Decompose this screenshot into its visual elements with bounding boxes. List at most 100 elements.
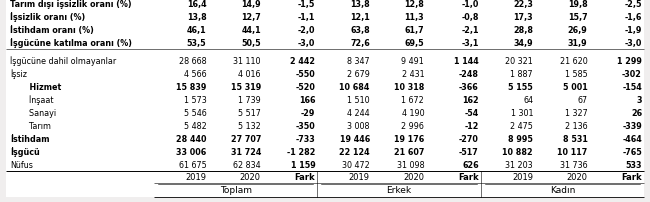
Text: Fark: Fark — [294, 173, 315, 182]
Text: 53,5: 53,5 — [187, 39, 207, 48]
Text: 1 573: 1 573 — [184, 96, 207, 104]
Text: 31 203: 31 203 — [506, 160, 533, 169]
Text: -517: -517 — [459, 147, 478, 156]
Text: 3: 3 — [636, 96, 642, 104]
Text: 26,9: 26,9 — [568, 26, 588, 35]
Text: -302: -302 — [622, 70, 642, 79]
Text: Tarım: Tarım — [24, 121, 51, 130]
Text: 1 585: 1 585 — [565, 70, 588, 79]
Text: 1 739: 1 739 — [238, 96, 261, 104]
Text: Erkek: Erkek — [387, 186, 411, 195]
Text: -270: -270 — [459, 134, 478, 143]
Text: İşsizlik oranı (%): İşsizlik oranı (%) — [10, 13, 85, 22]
Text: -1,6: -1,6 — [625, 13, 642, 22]
Text: 20 321: 20 321 — [505, 57, 533, 66]
Text: 8 995: 8 995 — [508, 134, 533, 143]
Text: 64: 64 — [523, 96, 533, 104]
Text: 3 008: 3 008 — [347, 121, 370, 130]
Text: 1 301: 1 301 — [511, 108, 533, 117]
Text: 62 834: 62 834 — [233, 160, 261, 169]
Text: 5 546: 5 546 — [184, 108, 207, 117]
Text: 5 155: 5 155 — [508, 83, 533, 92]
Text: Hizmet: Hizmet — [24, 83, 61, 92]
Text: Nüfus: Nüfus — [10, 160, 33, 169]
Text: 26: 26 — [631, 108, 642, 117]
Text: 61,7: 61,7 — [404, 26, 424, 35]
Text: 17,3: 17,3 — [514, 13, 533, 22]
Text: Sanayi: Sanayi — [24, 108, 56, 117]
Text: 28,8: 28,8 — [513, 26, 533, 35]
Text: 626: 626 — [462, 160, 478, 169]
Text: İşgücüne katılma oranı (%): İşgücüne katılma oranı (%) — [10, 38, 132, 48]
Text: 44,1: 44,1 — [241, 26, 261, 35]
Text: 1 672: 1 672 — [402, 96, 424, 104]
Text: 50,5: 50,5 — [241, 39, 261, 48]
Text: -366: -366 — [459, 83, 478, 92]
Text: -1,5: -1,5 — [298, 0, 315, 9]
Text: -3,0: -3,0 — [625, 39, 642, 48]
Text: -765: -765 — [622, 147, 642, 156]
Text: 1 887: 1 887 — [510, 70, 533, 79]
Text: 19,8: 19,8 — [568, 0, 588, 9]
Text: 14,9: 14,9 — [241, 0, 261, 9]
Text: 15 319: 15 319 — [231, 83, 261, 92]
Text: -2,1: -2,1 — [461, 26, 478, 35]
Text: -1,1: -1,1 — [298, 13, 315, 22]
Text: 67: 67 — [577, 96, 588, 104]
Text: 15 839: 15 839 — [176, 83, 207, 92]
Text: Fark: Fark — [458, 173, 478, 182]
Text: 31,9: 31,9 — [568, 39, 588, 48]
Text: 4 244: 4 244 — [347, 108, 370, 117]
Text: 533: 533 — [625, 160, 642, 169]
Text: 1 144: 1 144 — [454, 57, 478, 66]
Text: 9 491: 9 491 — [402, 57, 424, 66]
Text: 28 440: 28 440 — [176, 134, 207, 143]
Text: 1 510: 1 510 — [347, 96, 370, 104]
Text: 4 190: 4 190 — [402, 108, 424, 117]
Text: -2,0: -2,0 — [298, 26, 315, 35]
Text: 12,8: 12,8 — [404, 0, 424, 9]
Text: 10 882: 10 882 — [502, 147, 533, 156]
Text: 2019: 2019 — [185, 173, 207, 182]
Text: 13,8: 13,8 — [350, 0, 370, 9]
Text: -550: -550 — [296, 70, 315, 79]
Text: İşgücü: İşgücü — [10, 147, 40, 157]
Text: -1,0: -1,0 — [462, 0, 478, 9]
Text: 28 668: 28 668 — [179, 57, 207, 66]
Text: 2020: 2020 — [567, 173, 588, 182]
Text: 162: 162 — [462, 96, 478, 104]
Text: -350: -350 — [296, 121, 315, 130]
Text: 69,5: 69,5 — [404, 39, 424, 48]
Text: İstihdam oranı (%): İstihdam oranı (%) — [10, 26, 94, 35]
Text: 21 620: 21 620 — [560, 57, 588, 66]
Text: 31 110: 31 110 — [233, 57, 261, 66]
Text: 31 736: 31 736 — [560, 160, 588, 169]
Text: 2 431: 2 431 — [402, 70, 424, 79]
Text: 12,1: 12,1 — [350, 13, 370, 22]
Text: 2020: 2020 — [403, 173, 424, 182]
Text: -3,1: -3,1 — [462, 39, 478, 48]
Text: 166: 166 — [299, 96, 315, 104]
Text: 2019: 2019 — [512, 173, 533, 182]
Text: 31 098: 31 098 — [396, 160, 424, 169]
Text: İnşaat: İnşaat — [24, 95, 53, 105]
Text: 1 159: 1 159 — [291, 160, 315, 169]
Text: 4 016: 4 016 — [239, 70, 261, 79]
Text: 12,7: 12,7 — [241, 13, 261, 22]
Text: 2020: 2020 — [240, 173, 261, 182]
Text: Kadın: Kadın — [550, 186, 575, 195]
Text: 8 347: 8 347 — [347, 57, 370, 66]
Text: 22 124: 22 124 — [339, 147, 370, 156]
Text: -154: -154 — [622, 83, 642, 92]
Text: 72,6: 72,6 — [350, 39, 370, 48]
Text: 2 136: 2 136 — [565, 121, 588, 130]
Text: -0,8: -0,8 — [461, 13, 478, 22]
Text: -3,0: -3,0 — [298, 39, 315, 48]
Text: -464: -464 — [622, 134, 642, 143]
Text: -12: -12 — [464, 121, 478, 130]
Text: 63,8: 63,8 — [350, 26, 370, 35]
Text: 27 707: 27 707 — [231, 134, 261, 143]
Text: 2 475: 2 475 — [510, 121, 533, 130]
Text: -733: -733 — [296, 134, 315, 143]
Text: -1 282: -1 282 — [287, 147, 315, 156]
